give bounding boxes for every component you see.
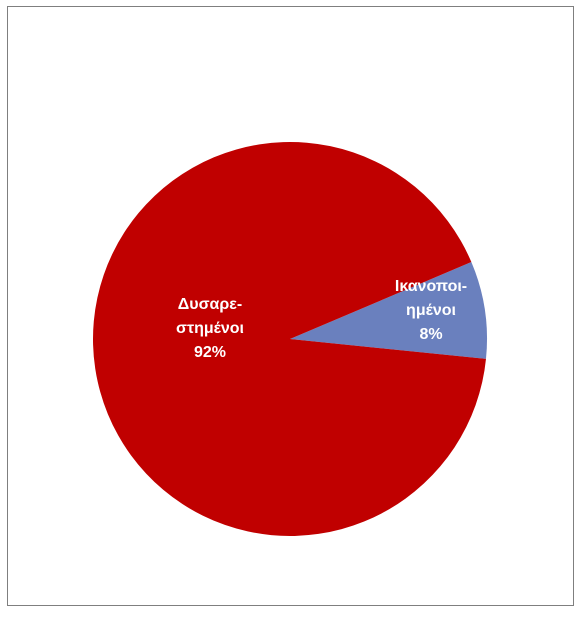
pie-labels: Ικανοποι-ημένοι 8% Δυσαρε-στημένοι 92% [176,278,467,361]
slice-category-label: ημένοι [406,302,456,319]
slice-value-label: 8% [419,326,442,343]
slice-category-label: Δυσαρε- [178,296,242,313]
pie-slice [290,262,487,359]
slice-category-label: στημένοι [176,320,244,337]
slice-value-label: 92% [194,344,226,361]
slice-category-label: Ικανοποι- [395,278,467,295]
pie-slices [92,141,487,536]
pie-slice [92,141,486,536]
